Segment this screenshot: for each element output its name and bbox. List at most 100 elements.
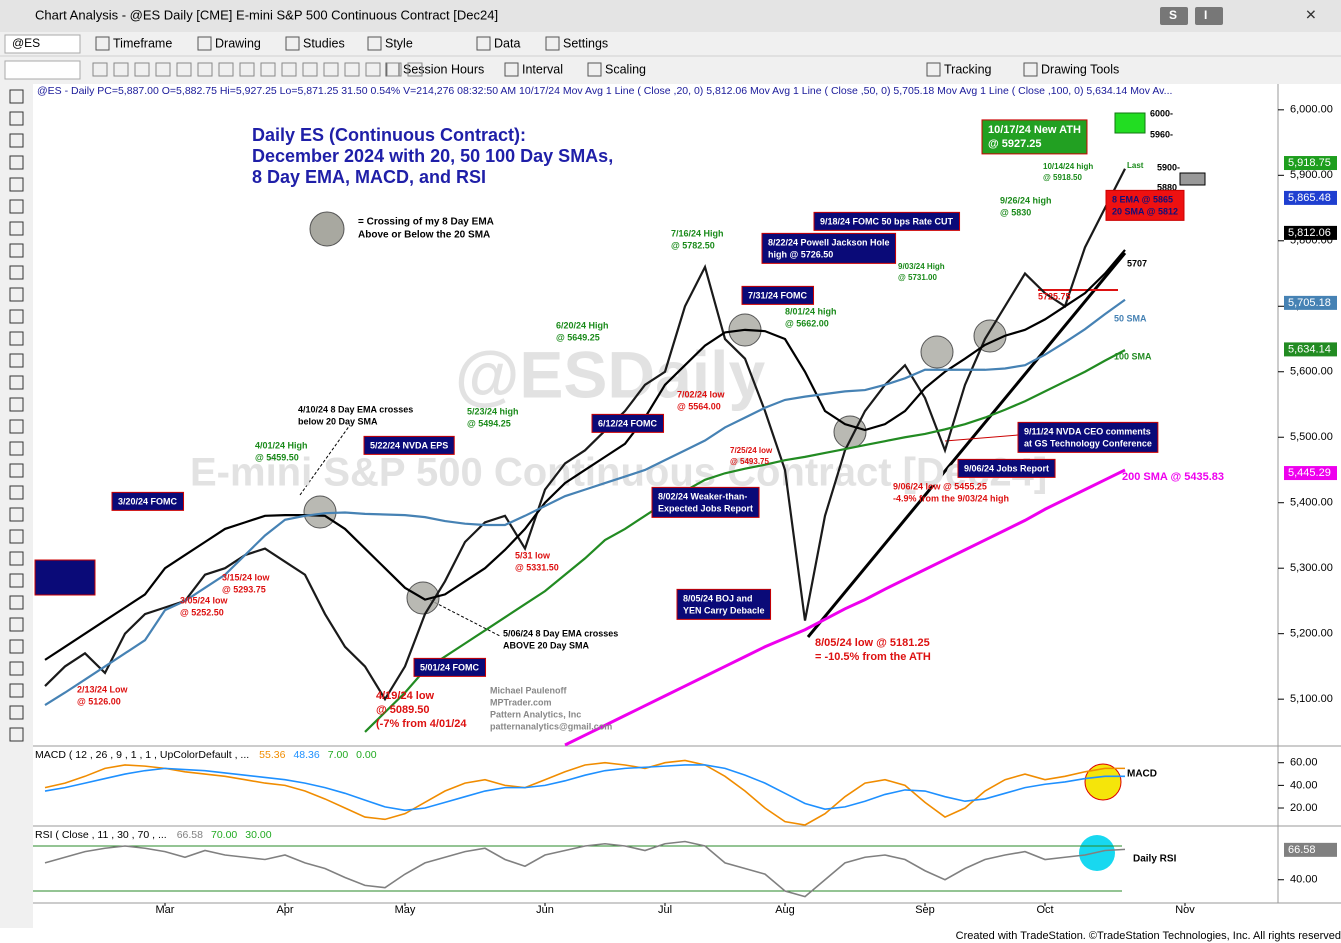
tool-icon[interactable] <box>9 683 24 698</box>
tool-icon[interactable] <box>9 177 24 192</box>
toolbar-icon[interactable] <box>1023 62 1038 77</box>
toolbar-icon[interactable] <box>218 62 234 77</box>
toolbar-icon[interactable] <box>197 62 213 77</box>
toolbar-button[interactable]: Tracking <box>944 62 992 76</box>
toolbar-icon[interactable] <box>476 36 491 51</box>
toolbar-icon[interactable] <box>545 36 560 51</box>
toolbar-button[interactable]: Drawing Tools <box>1041 62 1119 76</box>
tool-icon[interactable] <box>9 309 24 324</box>
tool-icon[interactable] <box>9 529 24 544</box>
annotation-text: 7/31/24 FOMC <box>748 290 808 300</box>
annotation: 8 EMA @ 5865 20 SMA @ 5812 <box>1105 189 1185 221</box>
tool-icon[interactable] <box>9 419 24 434</box>
tool-icon[interactable] <box>9 375 24 390</box>
target-box <box>1114 112 1146 134</box>
tool-icon[interactable] <box>9 661 24 676</box>
last-value-tag <box>1284 295 1337 310</box>
trend-line <box>806 252 1127 638</box>
window-button-label[interactable]: S <box>1169 8 1177 22</box>
annotation-text: 20 SMA @ 5812 <box>1112 206 1178 216</box>
tool-icon[interactable] <box>9 133 24 148</box>
toolbar-icon[interactable] <box>386 62 402 77</box>
toolbar-icon[interactable] <box>155 62 171 77</box>
annotation: 2/13/24 Low @ 5126.00 <box>77 684 129 706</box>
annotation: 8/05/24 BOJ and YEN Carry Debacle <box>676 588 772 620</box>
toolbar-button[interactable]: Session Hours <box>403 62 484 76</box>
tool-icon[interactable] <box>9 485 24 500</box>
tool-icon[interactable] <box>9 441 24 456</box>
window-button[interactable] <box>1160 7 1188 25</box>
annotation-text: 7/16/24 High <box>671 228 724 238</box>
tool-icon[interactable] <box>9 551 24 566</box>
toolbar-icon[interactable] <box>365 62 381 77</box>
y-tick-label: 5,600.00 <box>1290 366 1333 378</box>
tool-icon[interactable] <box>9 111 24 126</box>
toolbar-icon[interactable] <box>323 62 339 77</box>
tool-icon[interactable] <box>9 199 24 214</box>
toolbar-button[interactable]: Drawing <box>215 36 261 50</box>
toolbar-icon[interactable] <box>239 62 255 77</box>
toolbar-icon[interactable] <box>344 62 360 77</box>
annotation: 7/02/24 low @ 5564.00 <box>677 389 726 411</box>
toolbar-button[interactable]: Timeframe <box>113 36 172 50</box>
header-value: 55.36 <box>259 749 285 761</box>
tool-icon[interactable] <box>9 155 24 170</box>
toolbar-icon[interactable] <box>504 62 519 77</box>
close-button[interactable]: ✕ <box>1305 7 1317 23</box>
toolbar-icon[interactable] <box>367 36 382 51</box>
toolbar-icon[interactable] <box>285 36 300 51</box>
tool-icon[interactable] <box>9 89 24 104</box>
toolbar-icon[interactable] <box>197 36 212 51</box>
toolbar-icon[interactable] <box>302 62 318 77</box>
toolbar-icon[interactable] <box>407 62 423 77</box>
interval-box[interactable] <box>4 60 81 80</box>
tool-icon[interactable] <box>9 463 24 478</box>
annotation: 9/03/24 High @ 5731.00 <box>898 262 945 282</box>
toolbar-icon[interactable] <box>587 62 602 77</box>
toolbar-icon[interactable] <box>134 62 150 77</box>
window-button[interactable] <box>1195 7 1223 25</box>
tool-icon[interactable] <box>9 639 24 654</box>
tool-icon[interactable] <box>9 287 24 302</box>
tool-icon[interactable] <box>9 243 24 258</box>
panel-header: RSI ( Close , 11 , 30 , 70 , ... <box>35 829 167 841</box>
tool-icon[interactable] <box>9 265 24 280</box>
toolbar-button[interactable]: Data <box>494 36 520 50</box>
annotation-text: 10/17/24 New ATH <box>988 124 1081 136</box>
window-button-label[interactable]: I <box>1204 8 1207 22</box>
x-tick-label: Oct <box>1036 904 1053 916</box>
toolbar-button[interactable]: Studies <box>303 36 345 50</box>
last-value-label: 5,865.48 <box>1288 192 1331 204</box>
toolbar-icon[interactable] <box>95 36 110 51</box>
toolbar-icon[interactable] <box>176 62 192 77</box>
toolbar-icon[interactable] <box>281 62 297 77</box>
tool-icon[interactable] <box>9 221 24 236</box>
toolbar-icon[interactable] <box>260 62 276 77</box>
annotation-text: 5900- <box>1157 162 1180 172</box>
toolbar-button[interactable]: Interval <box>522 62 563 76</box>
last-value-label: 66.58 <box>1288 844 1316 856</box>
annotation-text: 8 Day EMA, MACD, and RSI <box>252 167 486 187</box>
tool-icon[interactable] <box>9 507 24 522</box>
tool-icon[interactable] <box>9 705 24 720</box>
tool-icon[interactable] <box>9 617 24 632</box>
tool-icon[interactable] <box>9 331 24 346</box>
toolbar-icon[interactable] <box>92 62 108 77</box>
annotation-text: Last <box>1127 161 1144 170</box>
toolbar-icon[interactable] <box>113 62 129 77</box>
toolbar-button[interactable]: Style <box>385 36 413 50</box>
symbol-input[interactable]: @ES <box>12 36 40 50</box>
tool-icon[interactable] <box>9 397 24 412</box>
annotation: 3/05/24 low @ 5252.50 <box>180 595 229 617</box>
tool-icon[interactable] <box>9 353 24 368</box>
toolbar-button[interactable]: Settings <box>563 36 608 50</box>
panel-header: MACD ( 12 , 26 , 9 , 1 , 1 , UpColorDefa… <box>35 749 249 761</box>
toolbar-icon[interactable] <box>926 62 941 77</box>
last-value-tag <box>1284 342 1337 357</box>
toolbar-button[interactable]: Scaling <box>605 62 646 76</box>
tool-icon[interactable] <box>9 595 24 610</box>
symbol-box[interactable] <box>4 34 81 54</box>
annotation-text: 5/31 low <box>515 550 551 560</box>
tool-icon[interactable] <box>9 727 24 742</box>
tool-icon[interactable] <box>9 573 24 588</box>
